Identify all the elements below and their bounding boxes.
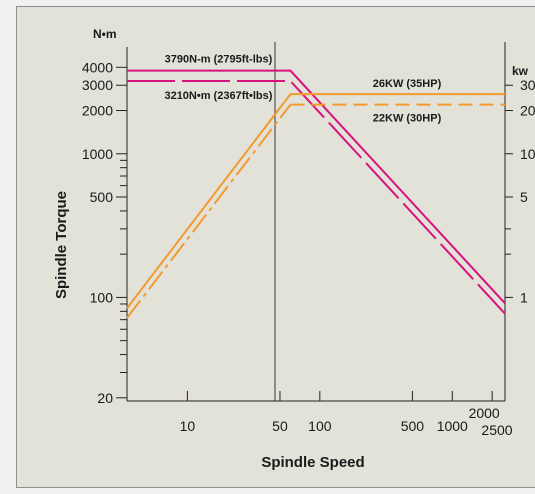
x-tick-label-2000: 2000 xyxy=(469,405,500,421)
y-unit-label: N•m xyxy=(93,27,117,41)
series-3790n-m-2795ft-lbs xyxy=(127,69,506,304)
y-tick-label-1000: 1000 xyxy=(82,146,113,162)
annotation-3790n-m-2795ft-lbs: 3790N-m (2795ft-lbs) xyxy=(165,54,273,66)
x-tick-label-10: 10 xyxy=(180,418,196,434)
x-tick-label-500: 500 xyxy=(401,418,425,434)
series-26kw-35hp xyxy=(126,93,505,309)
series-22kw-30hp-rising xyxy=(126,103,292,319)
y2-ticks-group: 30 20 10 5 1 xyxy=(505,77,535,305)
x-axis-title: Spindle Speed xyxy=(261,454,364,471)
y-tick-label-3000: 3000 xyxy=(82,77,113,93)
annotation-3210n-m-2367ft-lbs: 3210N•m (2367ft•lbs) xyxy=(164,90,272,102)
y-tick-label-100: 100 xyxy=(90,289,114,305)
x-tick-label-50: 50 xyxy=(272,418,288,434)
annotations-group: 3790N-m (2795ft-lbs) 3210N•m (2367ft•lbs)… xyxy=(164,54,441,125)
y2-tick-label-1: 1 xyxy=(520,289,528,305)
x-tick-label-1000: 1000 xyxy=(437,418,468,434)
y-axis-title: Spindle Torque xyxy=(53,191,70,299)
y-ticks-group: 20 100 500 1000 2000 3000 4000 xyxy=(82,59,127,406)
x-tick-label-2500: 2500 xyxy=(481,422,512,438)
y-tick-label-2000: 2000 xyxy=(82,103,113,119)
y-tick-label-500: 500 xyxy=(90,189,114,205)
y2-tick-label-20: 20 xyxy=(520,103,535,119)
y-tick-label-20: 20 xyxy=(97,390,113,406)
x-tick-label-100: 100 xyxy=(308,418,332,434)
series-group xyxy=(126,69,506,319)
series-3210n-m-2367ft-lbs xyxy=(127,80,506,315)
y2-tick-label-5: 5 xyxy=(520,189,528,205)
axes-group xyxy=(126,42,506,402)
annotation-22kw-30hp: 22KW (30HP) xyxy=(373,113,442,125)
y-tick-label-4000: 4000 xyxy=(82,59,113,75)
annotation-26kw-35hp: 26KW (35HP) xyxy=(373,78,442,90)
y2-tick-label-10: 10 xyxy=(520,146,535,162)
y2-unit-label: kw xyxy=(512,64,529,78)
y2-tick-label-30: 30 xyxy=(520,77,535,93)
